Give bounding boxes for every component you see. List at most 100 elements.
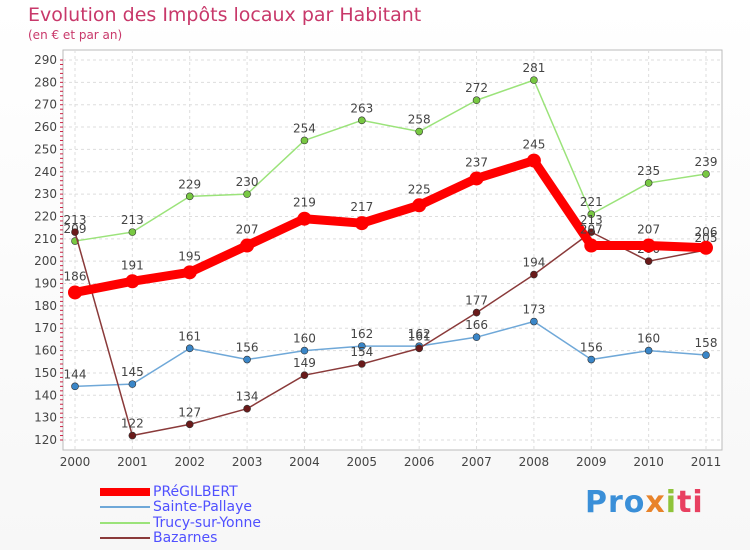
data-label: 207: [637, 223, 660, 237]
data-label: 149: [293, 356, 316, 370]
chart-subtitle: (en € et par an): [28, 28, 123, 42]
legend-item: Bazarnes: [100, 530, 261, 546]
y-tick-label: 170: [34, 321, 57, 335]
data-point: [699, 240, 713, 255]
y-tick-label: 280: [34, 75, 57, 89]
data-point: [644, 257, 653, 265]
x-tick-label: 2010: [633, 455, 664, 469]
logo-part-1: Pro: [585, 485, 646, 520]
y-tick-label: 220: [34, 209, 57, 223]
x-tick-label: 2007: [461, 455, 492, 469]
legend-label: Trucy-sur-Yonne: [153, 514, 261, 531]
data-point: [185, 420, 194, 429]
data-point: [530, 76, 538, 84]
data-point: [128, 431, 137, 440]
series-line-PRéGILBERT: [70, 156, 711, 297]
data-label: 127: [178, 405, 201, 419]
data-label: 160: [293, 332, 316, 346]
data-label: 239: [695, 155, 718, 169]
data-point: [71, 382, 79, 391]
x-tick-label: 2002: [174, 455, 205, 469]
y-tick-label: 230: [34, 187, 57, 201]
data-label: 229: [178, 177, 201, 191]
data-point: [182, 265, 197, 280]
data-label: 258: [408, 113, 431, 127]
data-point: [243, 404, 251, 413]
data-point: [587, 355, 596, 364]
data-label: 225: [408, 182, 431, 196]
data-point: [297, 211, 312, 226]
data-label: 162: [408, 327, 431, 341]
data-point: [358, 360, 366, 368]
legend-swatch: [100, 537, 150, 540]
data-point: [415, 127, 423, 136]
data-label: 254: [293, 121, 316, 135]
y-tick-label: 250: [34, 142, 57, 156]
y-tick-label: 160: [34, 344, 57, 358]
data-label: 156: [236, 341, 259, 355]
legend-label: PRéGILBERT: [153, 483, 238, 500]
data-label: 186: [64, 269, 87, 283]
data-label: 145: [121, 365, 144, 379]
data-point: [71, 228, 79, 236]
series-line-Sainte-Pallaye: [74, 320, 707, 388]
data-point: [358, 342, 366, 350]
y-tick-label: 260: [34, 120, 57, 134]
logo-part-3: i: [665, 485, 678, 520]
data-point: [128, 228, 137, 236]
data-point: [472, 308, 481, 317]
data-point: [526, 153, 541, 168]
x-tick-label: 2003: [232, 455, 263, 469]
x-tick-label: 2011: [691, 455, 722, 469]
legend-label: Sainte-Pallaye: [153, 499, 253, 516]
y-tick-label: 150: [34, 366, 57, 380]
x-tick-label: 2005: [347, 455, 378, 469]
data-label: 272: [465, 81, 488, 95]
legend-item: PRéGILBERT: [100, 484, 261, 500]
data-label: 166: [465, 318, 488, 332]
data-label: 205: [695, 231, 718, 245]
data-point: [644, 346, 653, 355]
data-point: [530, 317, 538, 326]
y-tick-label: 190: [34, 277, 57, 291]
data-point: [185, 192, 194, 201]
data-label: 158: [695, 336, 718, 350]
y-tick-label: 210: [34, 232, 57, 246]
data-point: [240, 238, 255, 253]
data-label: 160: [637, 332, 660, 346]
y-tick-label: 290: [34, 53, 57, 67]
data-label: 213: [121, 213, 144, 227]
legend-swatch: [100, 487, 150, 496]
data-point: [587, 210, 596, 219]
data-label: 194: [522, 256, 545, 270]
logo-part-4: ti: [677, 485, 704, 520]
data-label: 162: [350, 327, 373, 341]
data-label: 281: [522, 61, 545, 75]
series-line-Bazarnes: [74, 231, 707, 437]
data-point: [243, 355, 251, 364]
y-tick-label: 180: [34, 299, 57, 313]
data-label: 195: [178, 249, 201, 263]
data-label: 213: [580, 213, 603, 227]
legend-swatch: [100, 521, 150, 524]
data-point: [125, 274, 140, 289]
x-tick-label: 2009: [576, 455, 607, 469]
data-label: 206: [695, 225, 718, 239]
x-tick-label: 2000: [60, 455, 91, 469]
series-line-Trucy-sur-Yonne: [74, 79, 707, 242]
data-label: 173: [522, 303, 545, 317]
data-label: 161: [408, 329, 431, 343]
data-label: 207: [236, 223, 259, 237]
x-tick-label: 2008: [519, 455, 550, 469]
data-point: [300, 371, 309, 379]
data-point: [358, 116, 366, 125]
data-label: 207: [580, 223, 603, 237]
data-point: [530, 270, 538, 279]
legend-swatch: [100, 506, 150, 509]
data-point: [469, 171, 484, 186]
data-label: 154: [350, 345, 373, 359]
data-point: [412, 198, 427, 213]
data-label: 217: [350, 200, 373, 214]
data-point: [185, 344, 194, 353]
proxiti-logo: Proxiti: [585, 485, 704, 520]
